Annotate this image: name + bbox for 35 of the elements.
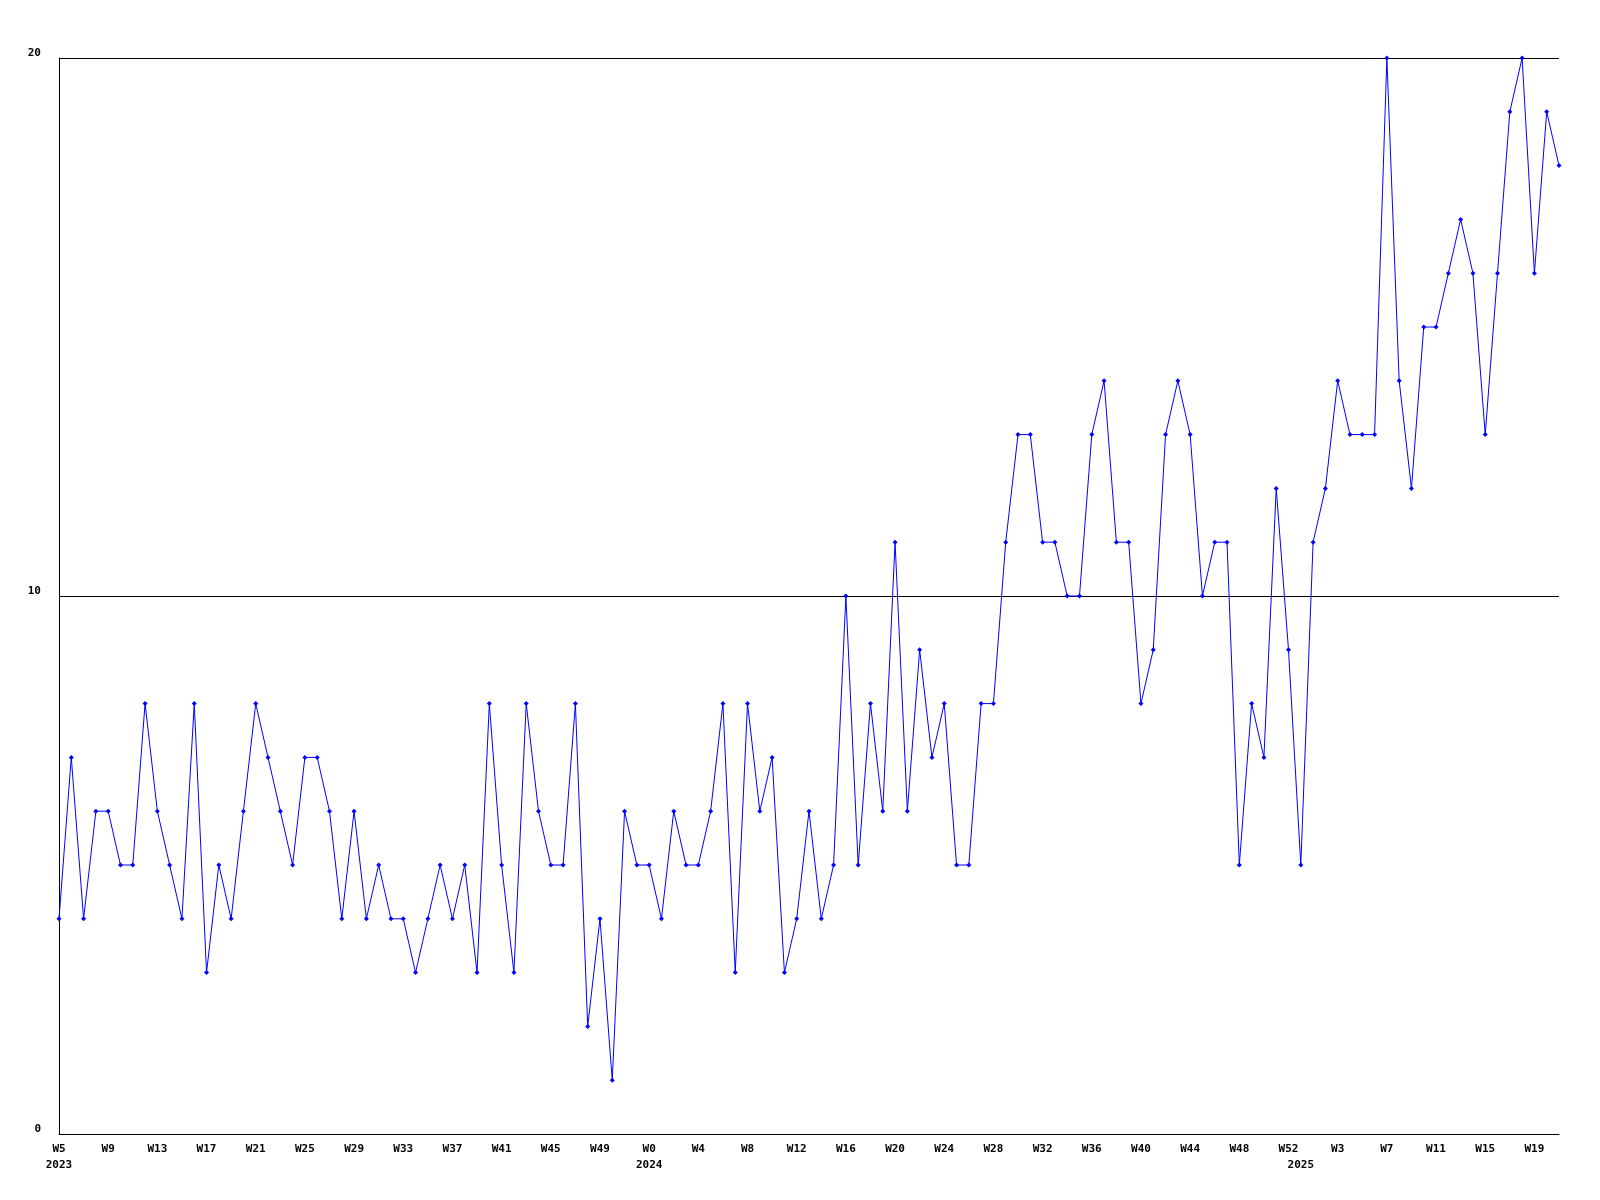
x-tick-label: W4 xyxy=(691,1141,706,1155)
x-tick-label: W28 xyxy=(983,1141,1004,1155)
x-tick-label: W3 xyxy=(1331,1141,1345,1155)
y-tick-label: 0 xyxy=(34,1122,41,1135)
x-tick-label: W12 xyxy=(786,1141,807,1155)
x-tick-label: W32 xyxy=(1032,1141,1053,1155)
x-tick-label: W13 xyxy=(147,1141,168,1155)
x-tick-label: W44 xyxy=(1180,1141,1201,1155)
y-tick-label: 10 xyxy=(27,584,41,597)
x-tick-label: W29 xyxy=(344,1141,365,1155)
x-tick-label: W16 xyxy=(835,1141,857,1155)
x-tick-label: W15 xyxy=(1475,1141,1496,1155)
x-tick-label: W0 2024 xyxy=(635,1141,663,1171)
x-tick-label: W37 xyxy=(442,1141,463,1155)
x-tick-label: W7 xyxy=(1380,1141,1394,1155)
x-tick-label: W40 xyxy=(1131,1141,1151,1155)
x-tick-label: W49 xyxy=(590,1141,610,1155)
x-tick-label: W20 xyxy=(885,1141,905,1155)
x-tick-label: W19 xyxy=(1524,1141,1545,1155)
x-tick-label: W11 xyxy=(1426,1141,1447,1155)
y-tick-label: 20 xyxy=(27,46,41,59)
x-tick-label: 2025 xyxy=(1287,1157,1315,1171)
x-tick-label: W9 xyxy=(101,1141,115,1155)
x-tick-label: W17 xyxy=(196,1141,217,1155)
x-tick-label: W5 2023 xyxy=(45,1141,73,1171)
x-tick-label: W33 xyxy=(393,1141,414,1155)
x-tick-label: W52 xyxy=(1278,1141,1299,1155)
x-tick-label: W48 xyxy=(1229,1141,1250,1155)
x-tick-label: W36 xyxy=(1081,1141,1103,1155)
x-tick-label: W41 xyxy=(491,1141,512,1155)
x-tick-label: W8 xyxy=(740,1141,755,1155)
x-tick-label: W24 xyxy=(934,1141,955,1155)
x-tick-label: W21 xyxy=(245,1141,267,1155)
x-tick-label: W25 xyxy=(294,1141,315,1155)
x-tick-label: W45 xyxy=(540,1141,561,1155)
